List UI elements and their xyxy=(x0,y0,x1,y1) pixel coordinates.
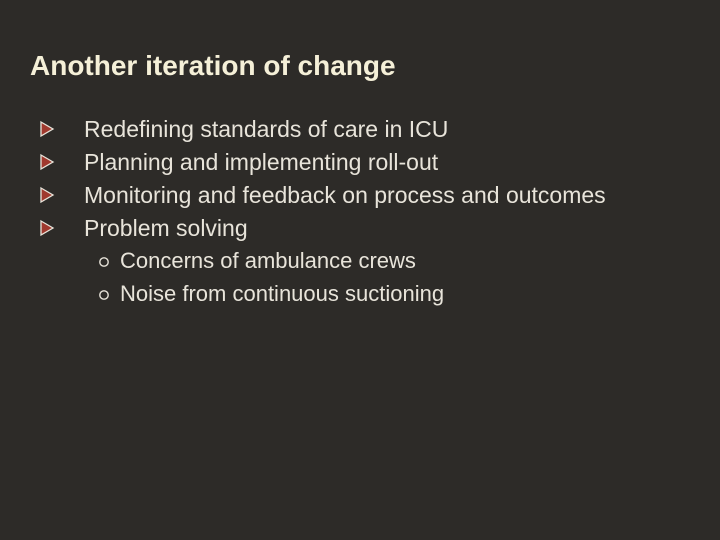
sub-bullet-text: Concerns of ambulance crews xyxy=(120,246,416,277)
sub-bullet-text: Noise from continuous suctioning xyxy=(120,279,444,310)
circle-icon xyxy=(98,255,110,267)
bullet-item: Planning and implementing roll-out xyxy=(38,147,690,178)
bullet-list: Redefining standards of care in ICU Plan… xyxy=(30,114,690,310)
bullet-text: Redefining standards of care in ICU xyxy=(84,114,448,145)
bullet-item: Redefining standards of care in ICU xyxy=(38,114,690,145)
sub-bullet-list: Concerns of ambulance crews Noise from c… xyxy=(38,246,690,310)
arrow-right-icon xyxy=(38,120,56,138)
bullet-item: Monitoring and feedback on process and o… xyxy=(38,180,690,211)
bullet-text: Planning and implementing roll-out xyxy=(84,147,438,178)
arrow-right-icon xyxy=(38,219,56,237)
bullet-text: Monitoring and feedback on process and o… xyxy=(84,180,606,211)
sub-bullet-item: Noise from continuous suctioning xyxy=(98,279,690,310)
bullet-text: Problem solving xyxy=(84,213,248,244)
bullet-item: Problem solving xyxy=(38,213,690,244)
slide-title: Another iteration of change xyxy=(30,50,690,82)
arrow-right-icon xyxy=(38,153,56,171)
sub-bullet-item: Concerns of ambulance crews xyxy=(98,246,690,277)
arrow-right-icon xyxy=(38,186,56,204)
circle-icon xyxy=(98,288,110,300)
slide: Another iteration of change Redefining s… xyxy=(0,0,720,540)
